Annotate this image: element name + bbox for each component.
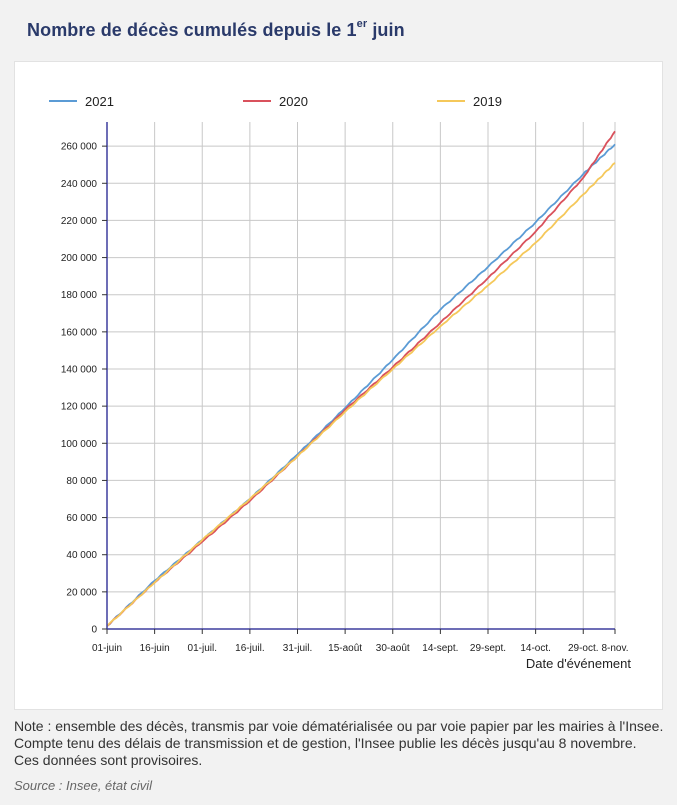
x-tick-label: 01-juil.	[188, 643, 217, 654]
x-tick-label: 01-juin	[92, 643, 122, 654]
x-tick-label: 29-oct.	[568, 643, 599, 654]
series-line-2020	[106, 130, 616, 627]
x-gridlines	[154, 122, 616, 629]
y-tick-label: 260 000	[61, 142, 98, 153]
y-tick-labels: 0 20 000 40 000 60 000 80 000 100 000 120 000 1…	[61, 142, 107, 636]
series-line-2021	[106, 143, 616, 627]
series-line-2019	[106, 162, 616, 627]
y-tick-label: 20 000	[66, 587, 97, 598]
x-tick-label: 16-juil.	[235, 643, 264, 654]
line-chart: 2021 2020 2019 0 20 000 40 000 60 000 80 000 10…	[49, 94, 631, 671]
title-superscript: er	[356, 18, 368, 30]
chart-panel: 2021 2020 2019 0 20 000 40 000 60 000 80 000 10…	[14, 61, 663, 710]
x-tick-label: 30-août	[376, 643, 410, 654]
source-credit: Source : Insee, état civil	[14, 778, 153, 793]
x-tick-labels: 01-juin 16-juin 01-juil. 16-juil. 31-juil. 15…	[92, 629, 629, 654]
x-tick-label: 29-sept.	[470, 643, 506, 654]
y-tick-label: 200 000	[61, 253, 98, 264]
footnote: Note : ensemble des décès, transmis par …	[14, 718, 664, 768]
y-tick-label: 220 000	[61, 216, 98, 227]
y-tick-label: 120 000	[61, 402, 98, 413]
y-tick-label: 80 000	[66, 476, 97, 487]
x-tick-label: 31-juil.	[283, 643, 312, 654]
series-lines	[106, 130, 616, 627]
x-tick-label: 16-juin	[140, 643, 170, 654]
title-end: juin	[367, 20, 405, 40]
legend-label-2019: 2019	[473, 94, 502, 109]
x-tick-label: 14-sept.	[422, 643, 458, 654]
y-tick-label: 100 000	[61, 439, 98, 450]
axes	[106, 122, 615, 630]
legend-label-2020: 2020	[279, 94, 308, 109]
title-text: Nombre de décès cumulés depuis le 1	[27, 20, 357, 40]
x-tick-label: 14-oct.	[520, 643, 551, 654]
y-tick-label: 0	[91, 625, 97, 636]
y-tick-label: 60 000	[66, 513, 97, 524]
x-axis-title: Date d'événement	[526, 656, 631, 671]
y-tick-label: 140 000	[61, 365, 98, 376]
y-tick-label: 240 000	[61, 179, 98, 190]
x-tick-label: 15-août	[328, 643, 362, 654]
y-gridlines	[107, 145, 615, 593]
y-tick-label: 40 000	[66, 550, 97, 561]
y-tick-label: 160 000	[61, 327, 98, 338]
y-tick-label: 180 000	[61, 290, 98, 301]
legend: 2021 2020 2019	[49, 94, 502, 109]
legend-label-2021: 2021	[85, 94, 114, 109]
x-tick-label: 8-nov.	[601, 643, 628, 654]
chart-title: Nombre de décès cumulés depuis le 1er ju…	[27, 18, 405, 41]
